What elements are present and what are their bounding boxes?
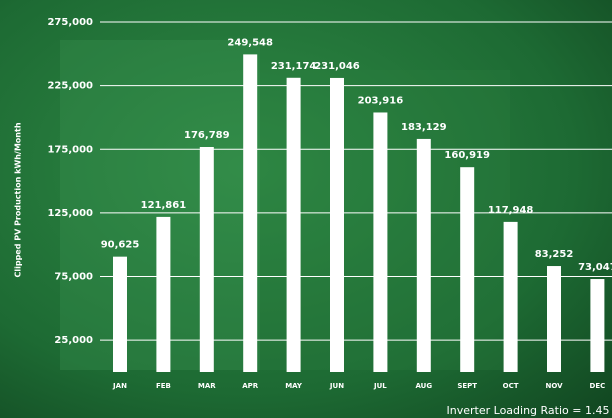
- annotation: Inverter Loading Ratio = 1.45: [447, 404, 610, 417]
- x-tick-label: DEC: [590, 382, 606, 390]
- value-label: 160,919: [444, 150, 490, 161]
- bar: [330, 77, 344, 372]
- x-tick-label: MAY: [285, 382, 303, 390]
- bar: [416, 138, 431, 372]
- bar: [243, 54, 258, 372]
- x-tick-label: AUG: [415, 382, 432, 390]
- bar: [547, 266, 561, 372]
- bar: [286, 77, 301, 372]
- y-tick-label: 25,000: [54, 335, 93, 346]
- bar: [373, 112, 388, 372]
- bar: [503, 221, 518, 372]
- x-tick-label: NOV: [545, 382, 563, 390]
- bar: [156, 216, 171, 372]
- value-label: 73,047: [578, 262, 612, 273]
- x-tick-label: OCT: [503, 382, 519, 390]
- x-tick-label: JAN: [112, 382, 127, 390]
- bar: [590, 279, 605, 372]
- x-tick-label: JUL: [373, 382, 387, 390]
- x-tick-label: JUN: [329, 382, 344, 390]
- y-tick-label: 225,000: [47, 81, 93, 92]
- y-tick-label: 275,000: [47, 17, 93, 28]
- value-label: 176,789: [184, 130, 230, 141]
- y-axis-label: Clipped PV Production kWh/Month: [14, 122, 23, 277]
- x-tick-label: FEB: [156, 382, 171, 390]
- bar: [199, 146, 214, 372]
- y-tick-label: 175,000: [47, 144, 93, 155]
- value-label: 203,916: [358, 95, 404, 106]
- bar: [113, 256, 127, 372]
- value-label: 231,046: [314, 61, 360, 72]
- value-label: 249,548: [227, 37, 273, 48]
- value-label: 231,174: [271, 61, 317, 72]
- value-label: 83,252: [535, 249, 574, 260]
- value-label: 121,861: [141, 200, 187, 211]
- x-tick-label: MAR: [198, 382, 216, 390]
- y-tick-label: 125,000: [47, 208, 93, 219]
- x-tick-label: SEPT: [457, 382, 477, 390]
- x-tick-label: APR: [242, 382, 259, 390]
- bar: [460, 167, 475, 372]
- value-label: 183,129: [401, 122, 447, 133]
- y-tick-label: 75,000: [54, 272, 93, 283]
- value-label: 90,625: [101, 240, 140, 251]
- value-label: 117,948: [488, 205, 534, 216]
